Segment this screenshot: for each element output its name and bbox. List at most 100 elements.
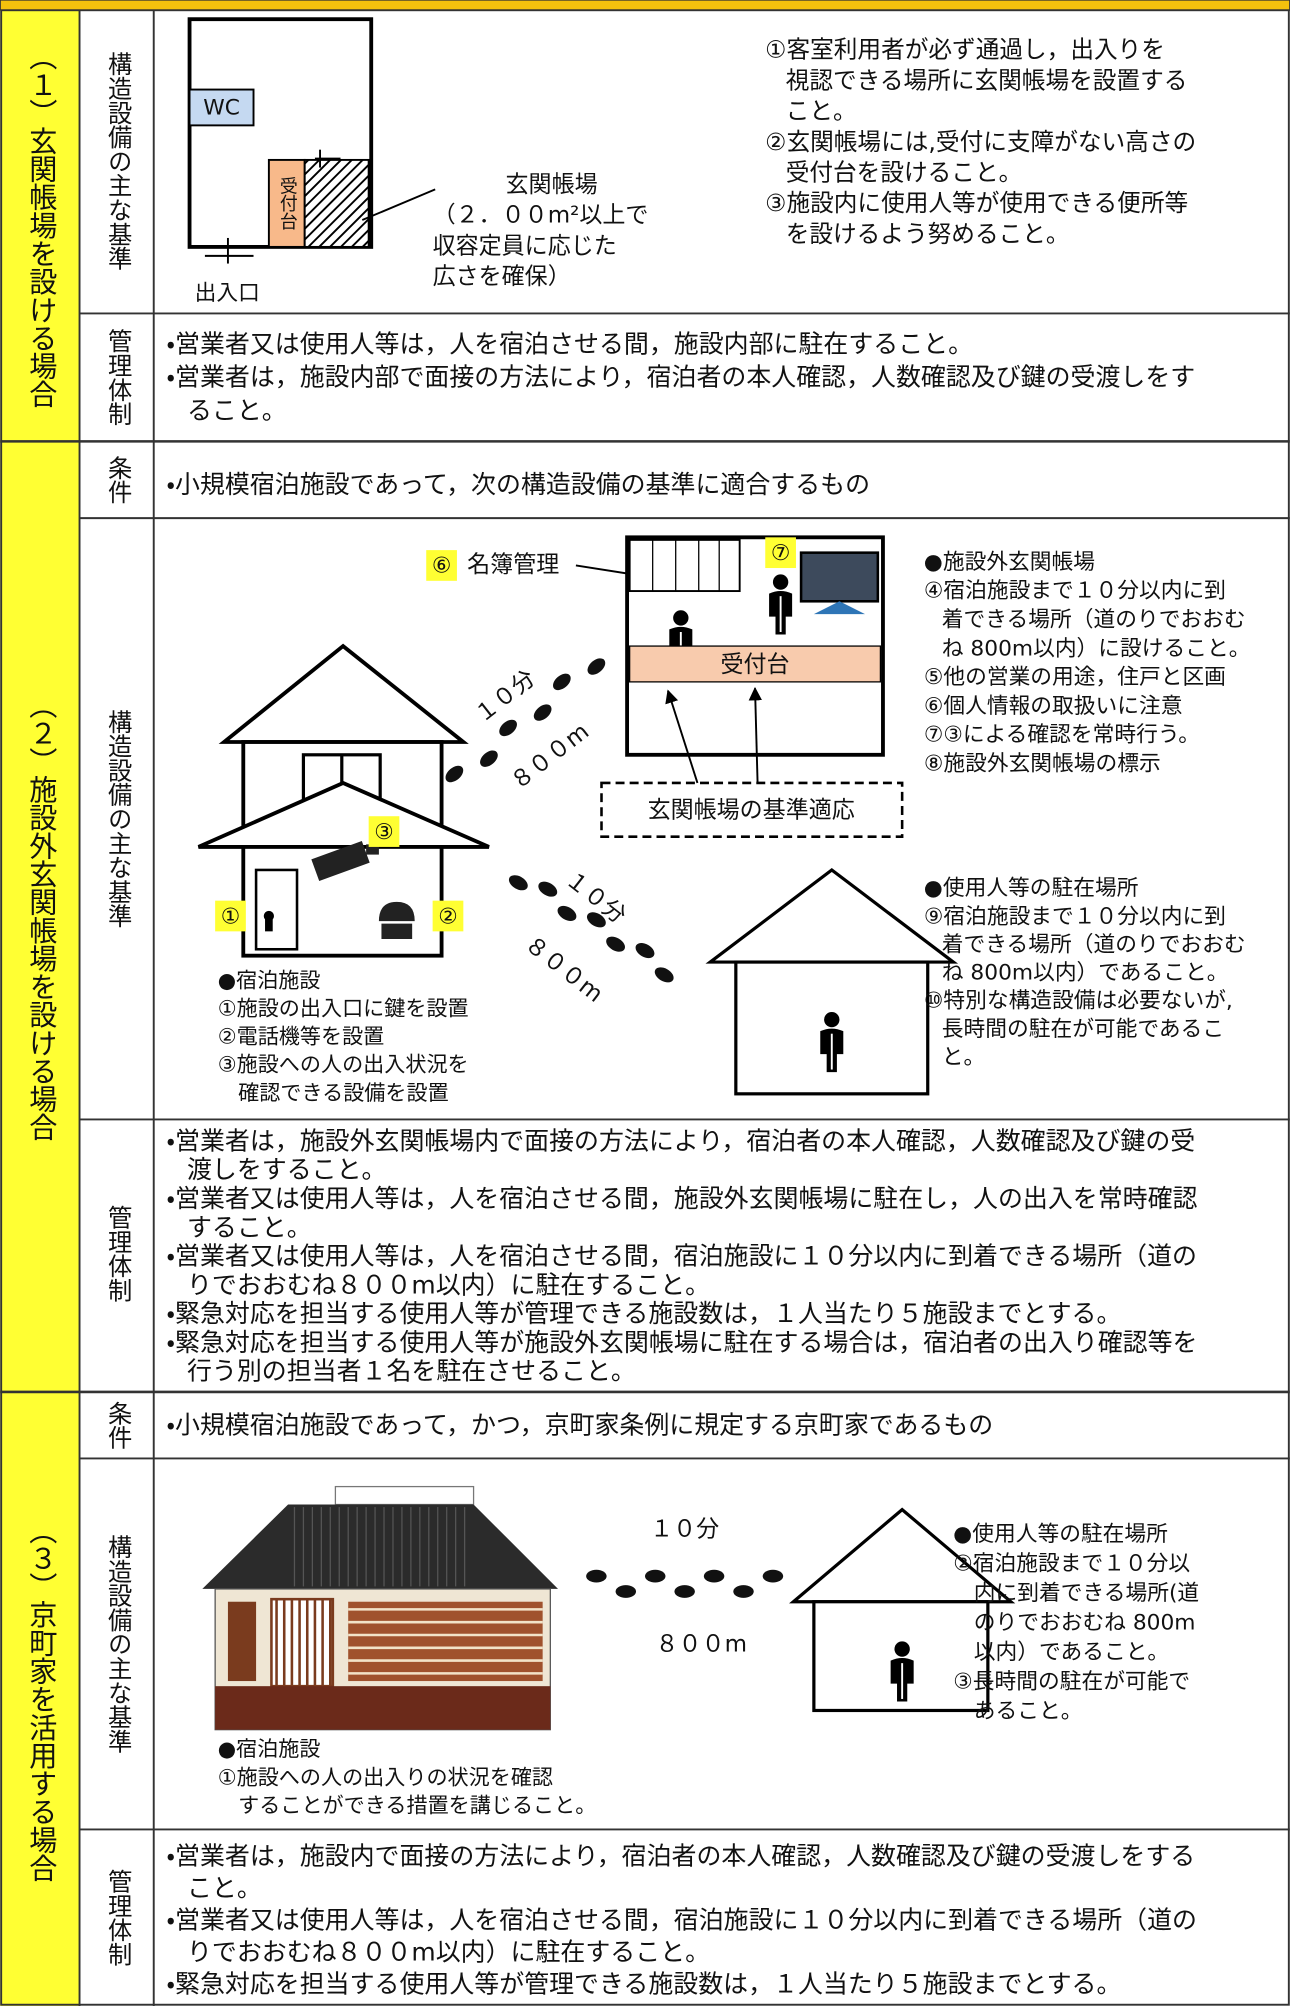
note: ●施設外玄関帳場: [924, 550, 1095, 575]
walk-time: １０分: [650, 1517, 719, 1543]
lodging-house: [197, 643, 490, 958]
management-text: ・営業者は，施設内で面接の方法により，宿泊者の本人確認，人数確認及び鍵の受渡しを…: [167, 1842, 1196, 1871]
note: 受付台を設けること。: [786, 158, 1023, 186]
management-text: りでおおむね８００m以内）に駐在すること。: [187, 1270, 710, 1299]
management-text: ること。: [187, 396, 287, 425]
entrance-label: 出入口: [195, 281, 260, 306]
marker: ⑦: [771, 541, 790, 566]
note: 確認できる設備を設置: [238, 1080, 449, 1105]
footprints: [445, 658, 784, 1598]
note: ね 800m以内）に設けること。: [942, 636, 1251, 661]
row-header: 構造設備の主な基準: [104, 52, 133, 271]
label: 玄関帳場の基準適応: [648, 798, 855, 824]
management-text: すること。: [187, 1213, 312, 1242]
footprint: [508, 875, 528, 891]
room-label: WC: [203, 96, 240, 121]
note: ね 800m以内）であること。: [942, 961, 1229, 986]
reception-booth: [426, 535, 904, 838]
footprint: [615, 1585, 637, 1598]
footprint: [586, 1569, 607, 1583]
callout: 玄関帳場: [506, 172, 598, 198]
note: 視認できる場所に玄関帳場を設置する: [786, 66, 1188, 94]
footprint: [654, 967, 674, 983]
note: ③長時間の駐在が可能で: [953, 1669, 1190, 1694]
note: ①施設への人の出入りの状況を確認: [218, 1764, 553, 1789]
footprint: [587, 658, 606, 675]
marker: ②: [438, 904, 458, 929]
callout: （２．００m²以上で: [433, 203, 649, 229]
footprint: [635, 943, 655, 959]
footprint: [674, 1585, 695, 1598]
counter-label: 受付台: [277, 176, 298, 230]
callout: 広さを確保）: [433, 264, 571, 290]
row-header: 条件: [104, 455, 133, 504]
footprint: [557, 905, 577, 921]
marker: ③: [374, 820, 394, 845]
walk-distance: ８００m: [656, 1632, 747, 1658]
row-header: 構造設備の主な基準: [104, 709, 133, 928]
footprint: [499, 719, 517, 737]
note: ●使用人等の駐在場所: [953, 1522, 1168, 1547]
note: 着できる場所（道のりでおおむ: [942, 932, 1246, 957]
footprint: [762, 1569, 784, 1583]
note: ⑧施設外玄関帳場の標示: [924, 751, 1161, 776]
note: ②電話機等を設置: [218, 1024, 385, 1049]
management-text: ・営業者は，施設外玄関帳場内で面接の方法により，宿泊者の本人確認，人数確認及び鍵…: [167, 1126, 1196, 1155]
footprint: [552, 673, 571, 691]
note: することができる措置を講じること。: [238, 1792, 596, 1817]
management-text: こと。: [187, 1874, 262, 1903]
management-text: りでおおむね８００m以内）に駐在すること。: [187, 1938, 710, 1967]
section-label: （１）玄関帳場を設ける場合: [25, 42, 58, 408]
note: 着できる場所（道のりでおおむ: [942, 607, 1246, 632]
staff-house: [789, 1507, 1016, 1713]
footprint: [533, 704, 552, 721]
management-text: ・緊急対応を担当する使用人等が管理できる施設数は，１人当たり５施設までとする。: [167, 1970, 1122, 1999]
management-text: ・営業者又は使用人等は，人を宿泊させる間，施設内部に駐在すること。: [167, 329, 973, 358]
note: 長時間の駐在が可能であるこ: [942, 1017, 1224, 1042]
note: を設けるよう努めること。: [786, 220, 1070, 248]
note: ②宿泊施設まで１０分以: [953, 1552, 1190, 1577]
row-header: 構造設備の主な基準: [104, 1535, 133, 1754]
staff-house: [705, 867, 959, 1096]
label: 名簿管理: [467, 552, 559, 578]
row-header: 管理体制: [104, 1869, 133, 1966]
marker: ⑥: [432, 554, 452, 579]
note: 内に到着できる場所(道: [974, 1581, 1199, 1606]
section-column: [0, 10, 80, 2006]
footprint: [445, 765, 464, 783]
management-text: ・営業者又は使用人等は，人を宿泊させる間，宿泊施設に１０分以内に到着できる場所（…: [167, 1906, 1197, 1935]
footprint: [733, 1585, 754, 1598]
counter-label: 受付台: [720, 652, 789, 678]
note: ⑥個人情報の取扱いに注意: [924, 694, 1183, 719]
note: ④宿泊施設まで１０分以内に到: [924, 579, 1226, 604]
management-text: 行う別の担当者１名を駐在させること。: [187, 1357, 636, 1386]
row-header: 管理体制: [104, 329, 133, 426]
table-grid: [0, 9, 1290, 2006]
management-text: ・営業者又は使用人等は，人を宿泊させる間，施設外玄関帳場に駐在し，人の出入を常時…: [167, 1184, 1198, 1213]
marker: ①: [221, 904, 241, 929]
note: ③施設への人の出入状況を: [218, 1052, 469, 1077]
floor-plan: [187, 17, 436, 264]
top-bar: [0, 0, 1290, 11]
note: ①客室利用者が必ず通過し，出入りを: [765, 36, 1165, 64]
note: あること。: [974, 1699, 1083, 1724]
note: ⑦③による確認を常時行う。: [924, 723, 1200, 748]
condition-text: ・小規模宿泊施設であって，かつ，京町家条例に規定する京町家であるもの: [167, 1410, 994, 1439]
section-label: （３）京町家を活用する場合: [25, 1516, 58, 1882]
management-text: ・緊急対応を担当する使用人等が管理できる施設数は，１人当たり５施設までとする。: [167, 1299, 1122, 1328]
row-header: 条件: [104, 1401, 133, 1450]
note: ●宿泊施設: [218, 967, 321, 992]
management-text: 渡しをすること。: [187, 1155, 387, 1184]
note: ●宿泊施設: [218, 1736, 321, 1761]
footprint: [480, 750, 498, 767]
note: ②玄関帳場には,受付に支障がない高さの: [765, 128, 1196, 156]
callout: 収容定員に応じた: [433, 233, 617, 259]
note: ⑩特別な構造設備は必要ないが,: [924, 989, 1233, 1014]
note: のりでおおむね 800m: [974, 1610, 1196, 1635]
section-label: （２）施設外玄関帳場を設ける場合: [25, 691, 58, 1141]
condition-text: ・小規模宿泊施設であって，次の構造設備の基準に適合するもの: [167, 470, 870, 499]
note: ①施設の出入口に鍵を設置: [218, 995, 469, 1020]
note: 以内）であること。: [974, 1640, 1169, 1665]
